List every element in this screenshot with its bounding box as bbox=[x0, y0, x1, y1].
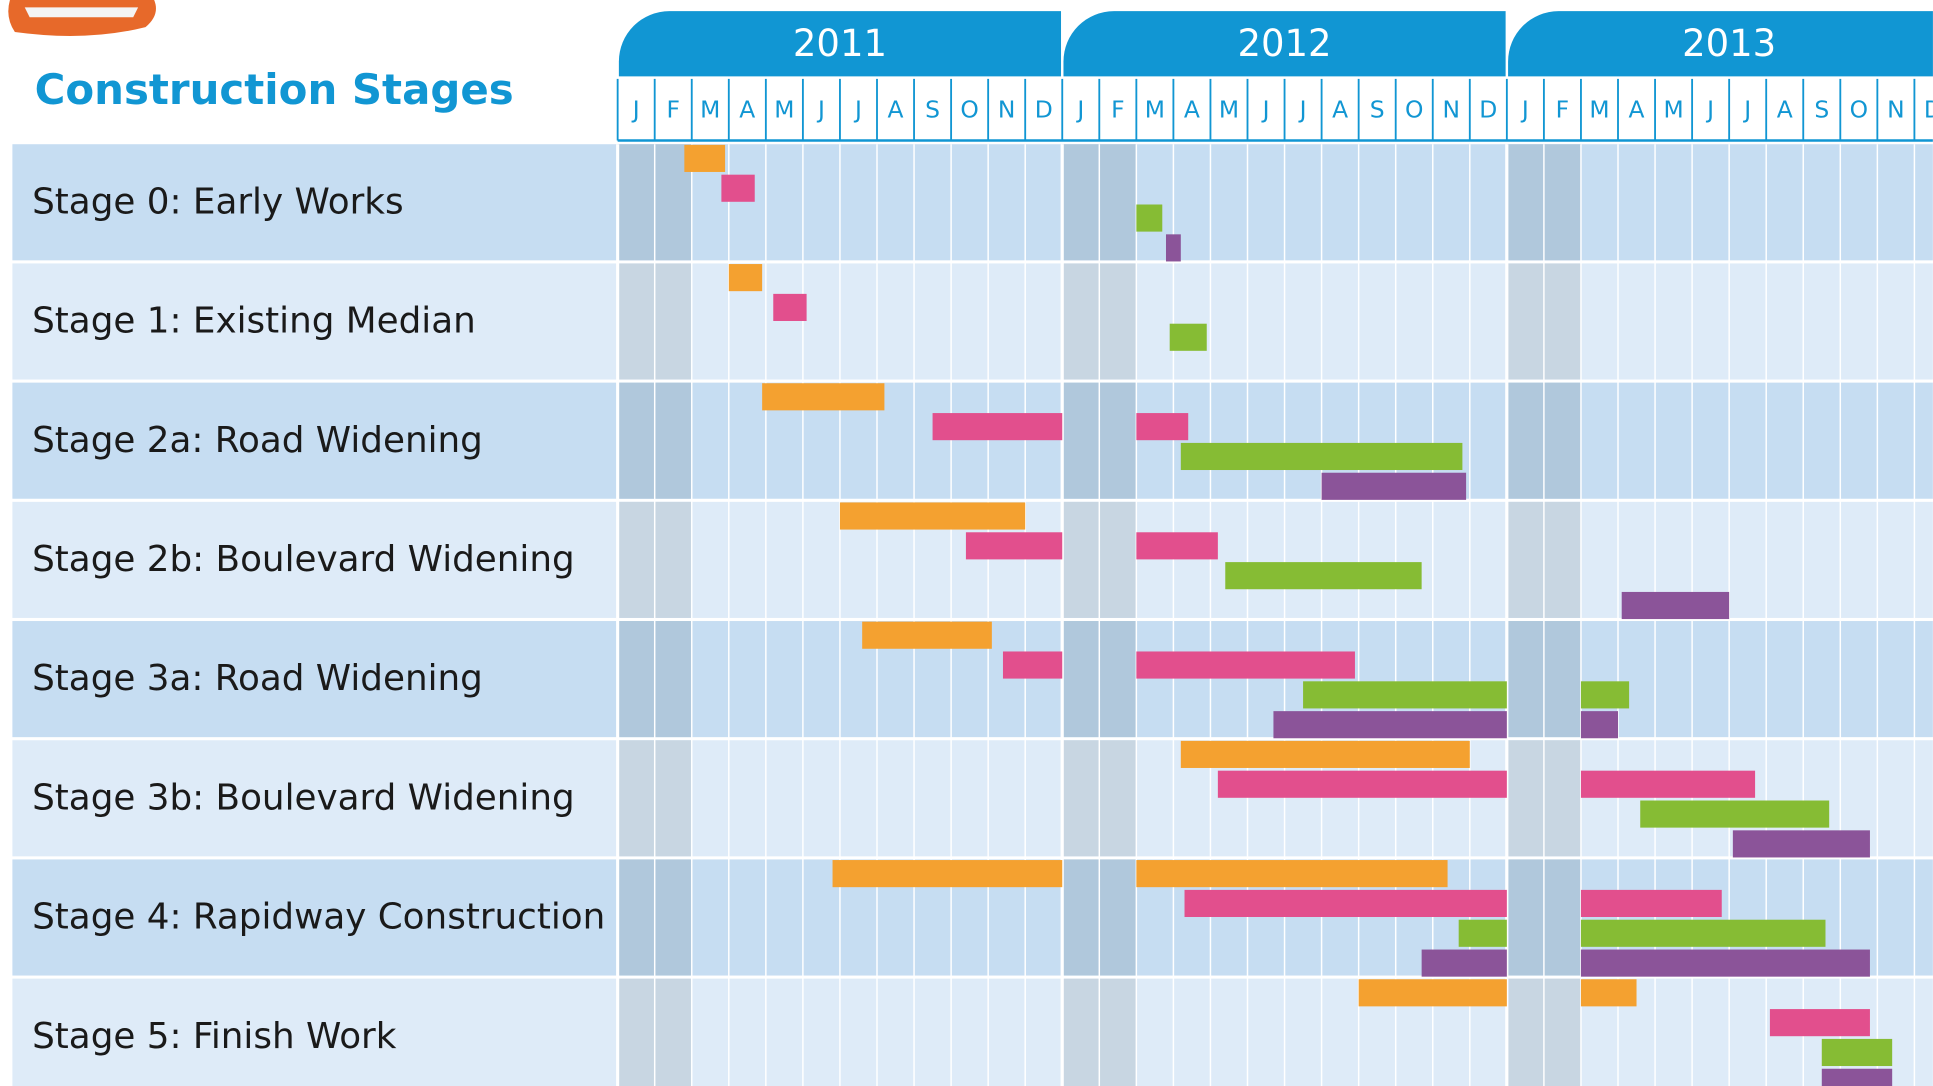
chart: Construction Stages Stage 0: Early Works… bbox=[0, 0, 1933, 1086]
task-bar bbox=[1003, 651, 1062, 678]
task-bar bbox=[721, 175, 754, 202]
task-bar bbox=[1136, 205, 1162, 232]
task-bar bbox=[1459, 920, 1507, 947]
task-bar bbox=[1218, 771, 1507, 798]
month-label: A bbox=[1332, 95, 1348, 123]
task-bar bbox=[1581, 711, 1618, 738]
task-bar bbox=[773, 294, 806, 321]
month-label: O bbox=[1850, 95, 1868, 123]
task-bar bbox=[1733, 830, 1870, 857]
task-bar bbox=[840, 502, 1025, 529]
month-label: F bbox=[1111, 95, 1124, 123]
task-bar bbox=[1822, 1069, 1892, 1086]
task-bar bbox=[862, 622, 992, 649]
task-bar bbox=[1770, 1009, 1870, 1036]
month-label: M bbox=[1219, 95, 1239, 123]
month-label: D bbox=[1924, 95, 1933, 123]
month-label: J bbox=[853, 95, 862, 123]
task-bar bbox=[1273, 711, 1506, 738]
month-label: J bbox=[1705, 95, 1714, 123]
month-label: A bbox=[739, 95, 755, 123]
year-label: 2013 bbox=[1682, 22, 1776, 65]
task-bar bbox=[1181, 443, 1463, 470]
task-bar bbox=[1581, 979, 1637, 1006]
row-label: Stage 3b: Boulevard Widening bbox=[32, 777, 575, 818]
page: {"chart_data": { "type": "gantt", "title… bbox=[0, 0, 1933, 1086]
month-label: J bbox=[1520, 95, 1529, 123]
plot: Stage 0: Early Works Stage 1: Existing Me… bbox=[12, 11, 1933, 1086]
task-bar bbox=[1181, 741, 1470, 768]
month-label: A bbox=[1777, 95, 1793, 123]
year-label: 2011 bbox=[793, 22, 887, 65]
chart-title: Construction Stages bbox=[35, 65, 514, 114]
month-label: J bbox=[1261, 95, 1270, 123]
task-bar bbox=[1622, 592, 1729, 619]
task-bar bbox=[1322, 473, 1466, 500]
task-bar bbox=[833, 860, 1063, 887]
month-label: S bbox=[1370, 95, 1385, 123]
month-label: S bbox=[925, 95, 940, 123]
task-bar bbox=[762, 383, 884, 410]
month-label: A bbox=[1184, 95, 1200, 123]
month-label: J bbox=[816, 95, 825, 123]
task-bar bbox=[1303, 681, 1507, 708]
task-bar bbox=[1581, 681, 1629, 708]
row-label: Stage 4: Rapidway Construction bbox=[32, 897, 605, 938]
task-bar bbox=[684, 145, 725, 172]
task-bar bbox=[1822, 1039, 1892, 1066]
month-label: M bbox=[1145, 95, 1165, 123]
month-label: M bbox=[1663, 95, 1683, 123]
task-bar bbox=[1581, 950, 1870, 977]
month-label: J bbox=[631, 95, 640, 123]
row-label: Stage 3a: Road Widening bbox=[32, 658, 483, 699]
cone-decoration bbox=[8, 0, 156, 36]
task-bar bbox=[1640, 801, 1829, 828]
row-label: Stage 0: Early Works bbox=[32, 181, 403, 222]
task-bar bbox=[1136, 860, 1447, 887]
row-label: Stage 2b: Boulevard Widening bbox=[32, 539, 575, 580]
month-label: S bbox=[1814, 95, 1829, 123]
month-label: F bbox=[1556, 95, 1569, 123]
month-label: J bbox=[1298, 95, 1307, 123]
month-label: D bbox=[1479, 95, 1497, 123]
month-label: J bbox=[1075, 95, 1084, 123]
month-label: A bbox=[888, 95, 904, 123]
task-bar bbox=[933, 413, 1063, 440]
month-label: O bbox=[960, 95, 978, 123]
task-bar bbox=[729, 264, 762, 291]
month-label: A bbox=[1629, 95, 1645, 123]
month-label: O bbox=[1405, 95, 1423, 123]
task-bar bbox=[1166, 234, 1181, 261]
task-bar bbox=[1185, 890, 1507, 917]
month-label: F bbox=[666, 95, 679, 123]
task-bar bbox=[1136, 413, 1188, 440]
task-bar bbox=[1422, 950, 1507, 977]
task-bar bbox=[1225, 562, 1421, 589]
month-label: M bbox=[700, 95, 720, 123]
task-bar bbox=[1136, 532, 1218, 559]
month-label: J bbox=[1742, 95, 1751, 123]
task-bar bbox=[1170, 324, 1207, 351]
task-bar bbox=[1581, 771, 1755, 798]
task-bar bbox=[966, 532, 1062, 559]
month-label: D bbox=[1035, 95, 1053, 123]
task-bar bbox=[1581, 890, 1722, 917]
month-label: N bbox=[1887, 95, 1905, 123]
month-label: M bbox=[774, 95, 794, 123]
row-label: Stage 1: Existing Median bbox=[32, 301, 476, 342]
task-bar bbox=[1581, 920, 1826, 947]
row-label: Stage 5: Finish Work bbox=[32, 1016, 397, 1057]
month-label: N bbox=[1443, 95, 1461, 123]
task-bar bbox=[1136, 651, 1355, 678]
month-label: N bbox=[998, 95, 1016, 123]
task-bar bbox=[1359, 979, 1507, 1006]
month-label: M bbox=[1589, 95, 1609, 123]
row-label: Stage 2a: Road Widening bbox=[32, 420, 483, 461]
year-label: 2012 bbox=[1238, 22, 1332, 65]
